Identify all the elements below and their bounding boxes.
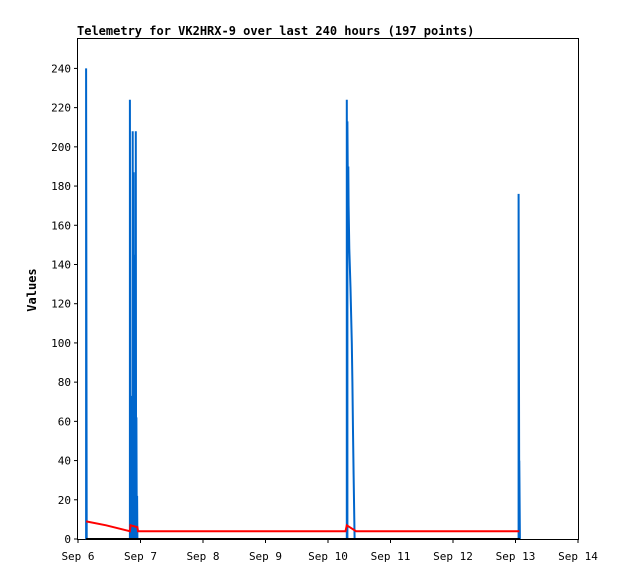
y-tick-label: 140 (51, 258, 71, 271)
x-axis: Sep 6 Sep 7 Sep 8 Sep 9 Sep 10 Sep 11 Sep 12 Se… (61, 539, 598, 563)
y-tick-label: 80 (58, 376, 71, 389)
chart-title: Telemetry for VK2HRX-9 over last 240 hou… (77, 24, 474, 38)
y-axis: 0 20 40 60 80 100 120 140 160 180 200 220 240 (51, 62, 78, 546)
x-tick-label: Sep 8 (186, 550, 219, 563)
y-tick-label: 120 (51, 298, 71, 311)
series-line-1 (85, 68, 521, 540)
y-tick-label: 200 (51, 141, 71, 154)
x-tick-label: Sep 11 (371, 550, 411, 563)
x-tick-label: Sep 14 (558, 550, 598, 563)
y-tick-label: 180 (51, 180, 71, 193)
y-tick-label: 40 (58, 455, 71, 468)
y-tick-label: 0 (64, 533, 71, 546)
x-tick-label: Sep 9 (249, 550, 282, 563)
y-axis-label: Values (25, 268, 39, 311)
y-tick-label: 100 (51, 337, 71, 350)
x-tick-label: Sep 10 (308, 550, 348, 563)
y-tick-label: 220 (51, 102, 71, 115)
x-tick-label: Sep 12 (433, 550, 473, 563)
plot-frame (77, 38, 579, 540)
x-tick-label: Sep 13 (496, 550, 536, 563)
x-tick-label: Sep 7 (124, 550, 157, 563)
y-tick-label: 60 (58, 415, 71, 428)
x-tick-label: Sep 6 (61, 550, 94, 563)
y-tick-label: 20 (58, 494, 71, 507)
series-line-2 (85, 520, 520, 533)
y-tick-label: 160 (51, 219, 71, 232)
y-tick-label: 240 (51, 62, 71, 75)
series-layer (85, 68, 521, 540)
